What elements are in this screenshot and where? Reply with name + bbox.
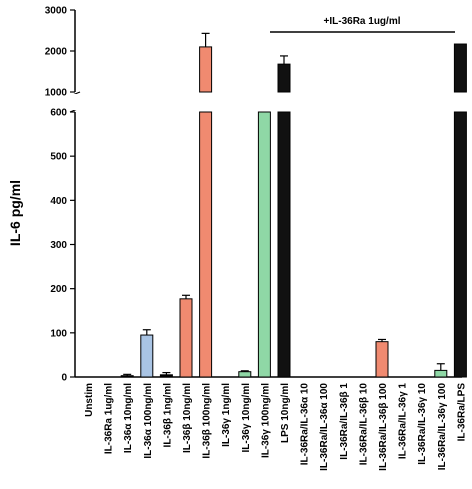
labels: 0 100 200 300 400 500 600 1000 2000 3000 Unstim IL-…: [45, 6, 468, 471]
bar-lower-part: [453, 111, 467, 378]
category-label: IL-36Ra/IL-36β 10: [358, 383, 369, 466]
y-tick-label: 100: [50, 328, 67, 339]
category-label: IL-36Ra/IL-36β 100: [378, 383, 389, 471]
bar-upper-part: [453, 43, 467, 93]
category-label: IL-36α 100ng/ml: [143, 383, 154, 459]
axis-break-gap: [67, 94, 467, 110]
category-label: IL-36γ 10ng/ml: [241, 383, 252, 453]
bar: [159, 374, 173, 378]
bar-lower-part: [257, 111, 271, 378]
y-tick-label: 2000: [45, 47, 68, 58]
category-label: IL-36β 10ng/ml: [182, 383, 193, 453]
y-tick-label: 300: [50, 240, 67, 251]
bar-upper-part: [199, 46, 213, 93]
category-label: IL-36γ 100ng/ml: [260, 383, 271, 458]
y-tick-label: 500: [50, 152, 67, 163]
category-label: IL-36β 1ng/ml: [162, 383, 173, 448]
category-label: LPS 10ng/ml: [280, 383, 291, 443]
category-label: IL-36Ra/IL-36α 100: [319, 383, 330, 471]
bar: [140, 334, 154, 378]
y-tick-label: 400: [50, 196, 67, 207]
y-tick-label: 200: [50, 284, 67, 295]
bar: [434, 369, 448, 378]
bar-upper-part: [277, 63, 291, 93]
y-axis-label: IL-6 pg/ml: [7, 180, 23, 246]
y-tick-label: 3000: [45, 6, 68, 17]
bar: [375, 341, 389, 378]
category-label: IL-36Ra 1ug/ml: [104, 383, 115, 454]
y-tick-label: 600: [50, 108, 67, 119]
category-label: IL-36Ra/IL-36γ 1: [398, 383, 409, 460]
bar: [179, 298, 193, 378]
annotation-label: +IL-36Ra 1ug/ml: [324, 16, 401, 27]
category-label: IL-36γ 1ng/ml: [221, 383, 232, 447]
category-label: IL-36Ra/LPS: [456, 383, 467, 442]
category-label: Unstim: [84, 383, 95, 417]
category-label: IL-36Ra/IL-36α 10: [300, 383, 311, 466]
category-label: IL-36Ra/IL-36β 1: [339, 383, 350, 460]
category-label: IL-36β 100ng/ml: [202, 383, 213, 459]
bar: [238, 371, 252, 378]
bar-lower-part: [199, 111, 213, 378]
category-label: IL-36α 10ng/ml: [123, 383, 134, 453]
bars: [67, 32, 467, 378]
bar: [120, 375, 134, 378]
bar-lower-part: [277, 111, 291, 378]
category-label: IL-36Ra/IL-36γ 100: [437, 383, 448, 471]
y-tick-label: 0: [61, 373, 67, 384]
category-label: IL-36Ra/IL-36γ 10: [417, 383, 428, 465]
y-tick-label: 1000: [45, 88, 68, 99]
